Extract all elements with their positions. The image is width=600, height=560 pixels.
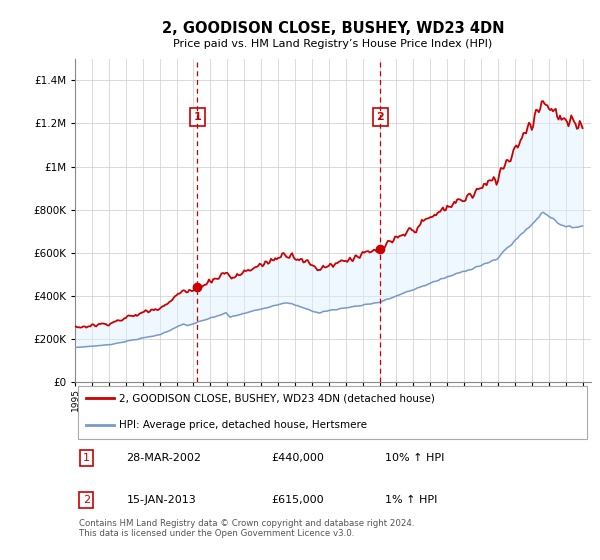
Text: 2, GOODISON CLOSE, BUSHEY, WD23 4DN (detached house): 2, GOODISON CLOSE, BUSHEY, WD23 4DN (det… — [119, 393, 435, 403]
Text: £440,000: £440,000 — [271, 453, 324, 463]
Text: 1: 1 — [83, 453, 90, 463]
Text: 15-JAN-2013: 15-JAN-2013 — [127, 495, 196, 505]
Text: Price paid vs. HM Land Registry’s House Price Index (HPI): Price paid vs. HM Land Registry’s House … — [173, 39, 493, 49]
Text: 2: 2 — [83, 495, 90, 505]
Text: HPI: Average price, detached house, Hertsmere: HPI: Average price, detached house, Hert… — [119, 420, 367, 430]
Text: 28-MAR-2002: 28-MAR-2002 — [127, 453, 202, 463]
Text: 10% ↑ HPI: 10% ↑ HPI — [385, 453, 444, 463]
FancyBboxPatch shape — [77, 386, 587, 439]
Text: 1: 1 — [193, 112, 201, 122]
Text: 1% ↑ HPI: 1% ↑ HPI — [385, 495, 437, 505]
Text: 2: 2 — [376, 112, 384, 122]
Text: 2, GOODISON CLOSE, BUSHEY, WD23 4DN: 2, GOODISON CLOSE, BUSHEY, WD23 4DN — [162, 21, 504, 36]
Text: £615,000: £615,000 — [271, 495, 324, 505]
Text: Contains HM Land Registry data © Crown copyright and database right 2024.
This d: Contains HM Land Registry data © Crown c… — [79, 519, 415, 538]
